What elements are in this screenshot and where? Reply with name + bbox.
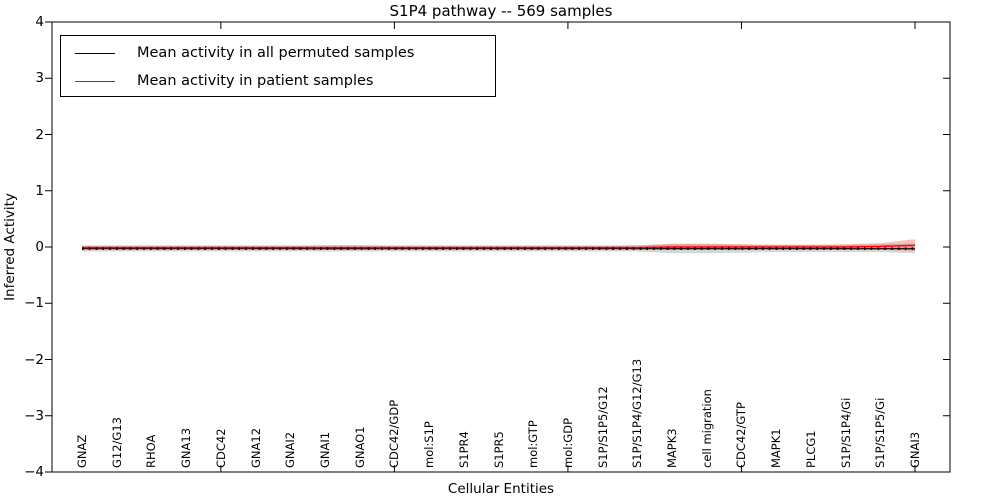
x-tick-label: GNA13 xyxy=(179,427,194,468)
x-tick-label: GNA12 xyxy=(248,427,263,468)
x-tick-label: CDC42/GTP xyxy=(734,402,749,468)
y-tick-label: −4 xyxy=(24,464,44,480)
y-tick-label: 0 xyxy=(35,239,44,255)
x-tick-label: MAPK1 xyxy=(769,428,784,468)
y-tick-label: −2 xyxy=(24,351,44,368)
legend-label: Mean activity in patient samples xyxy=(137,73,374,89)
x-tick-label: S1PR5 xyxy=(491,431,506,468)
legend-item: Mean activity in patient samples xyxy=(61,67,495,95)
y-tick-label: −1 xyxy=(24,295,44,312)
x-tick-label: GNAI2 xyxy=(283,431,298,468)
patient-mean-line xyxy=(82,244,916,249)
legend-line-sample xyxy=(75,80,115,82)
x-tick-label: G12/G13 xyxy=(109,417,124,468)
x-tick-label: mol:S1P xyxy=(422,421,437,468)
x-tick-label: CDC42 xyxy=(213,428,228,468)
legend-label: Mean activity in all permuted samples xyxy=(137,45,415,61)
x-tick-label: S1P/S1P5/Gi xyxy=(873,397,888,468)
x-tick-label: cell migration xyxy=(699,389,714,468)
x-tick-label: CDC42/GDP xyxy=(387,399,402,468)
x-tick-label: S1P/S1P5/G12 xyxy=(595,386,610,468)
x-tick-label: S1P/S1P4/G12/G13 xyxy=(630,358,645,468)
x-tick-label: GNAI3 xyxy=(908,431,922,468)
x-tick-label: S1P/S1P4/Gi xyxy=(838,397,853,468)
y-tick-label: 1 xyxy=(35,182,44,199)
x-tick-label: GNAI1 xyxy=(317,431,332,468)
x-axis-label: Cellular Entities xyxy=(447,481,555,497)
y-tick-label: 2 xyxy=(35,126,44,143)
x-tick-label: mol:GTP xyxy=(526,420,541,468)
y-tick-label: 4 xyxy=(35,14,44,30)
y-tick-label: −3 xyxy=(24,407,44,424)
chart-title: S1P4 pathway -- 569 samples xyxy=(389,2,613,20)
x-tick-label: GNAZ xyxy=(75,434,89,468)
legend-item: Mean activity in all permuted samples xyxy=(61,39,495,67)
x-tick-label: GNAO1 xyxy=(352,426,367,468)
x-tick-label: mol:GDP xyxy=(560,417,575,468)
legend: Mean activity in all permuted samples Mea… xyxy=(60,35,496,97)
x-tick-label: RHOA xyxy=(144,434,159,468)
x-tick-label: S1PR4 xyxy=(456,431,471,468)
y-tick-label: 3 xyxy=(35,70,44,87)
x-tick-label: PLCG1 xyxy=(803,430,818,468)
legend-line-sample xyxy=(75,52,115,54)
x-tick-label: MAPK3 xyxy=(665,428,680,468)
